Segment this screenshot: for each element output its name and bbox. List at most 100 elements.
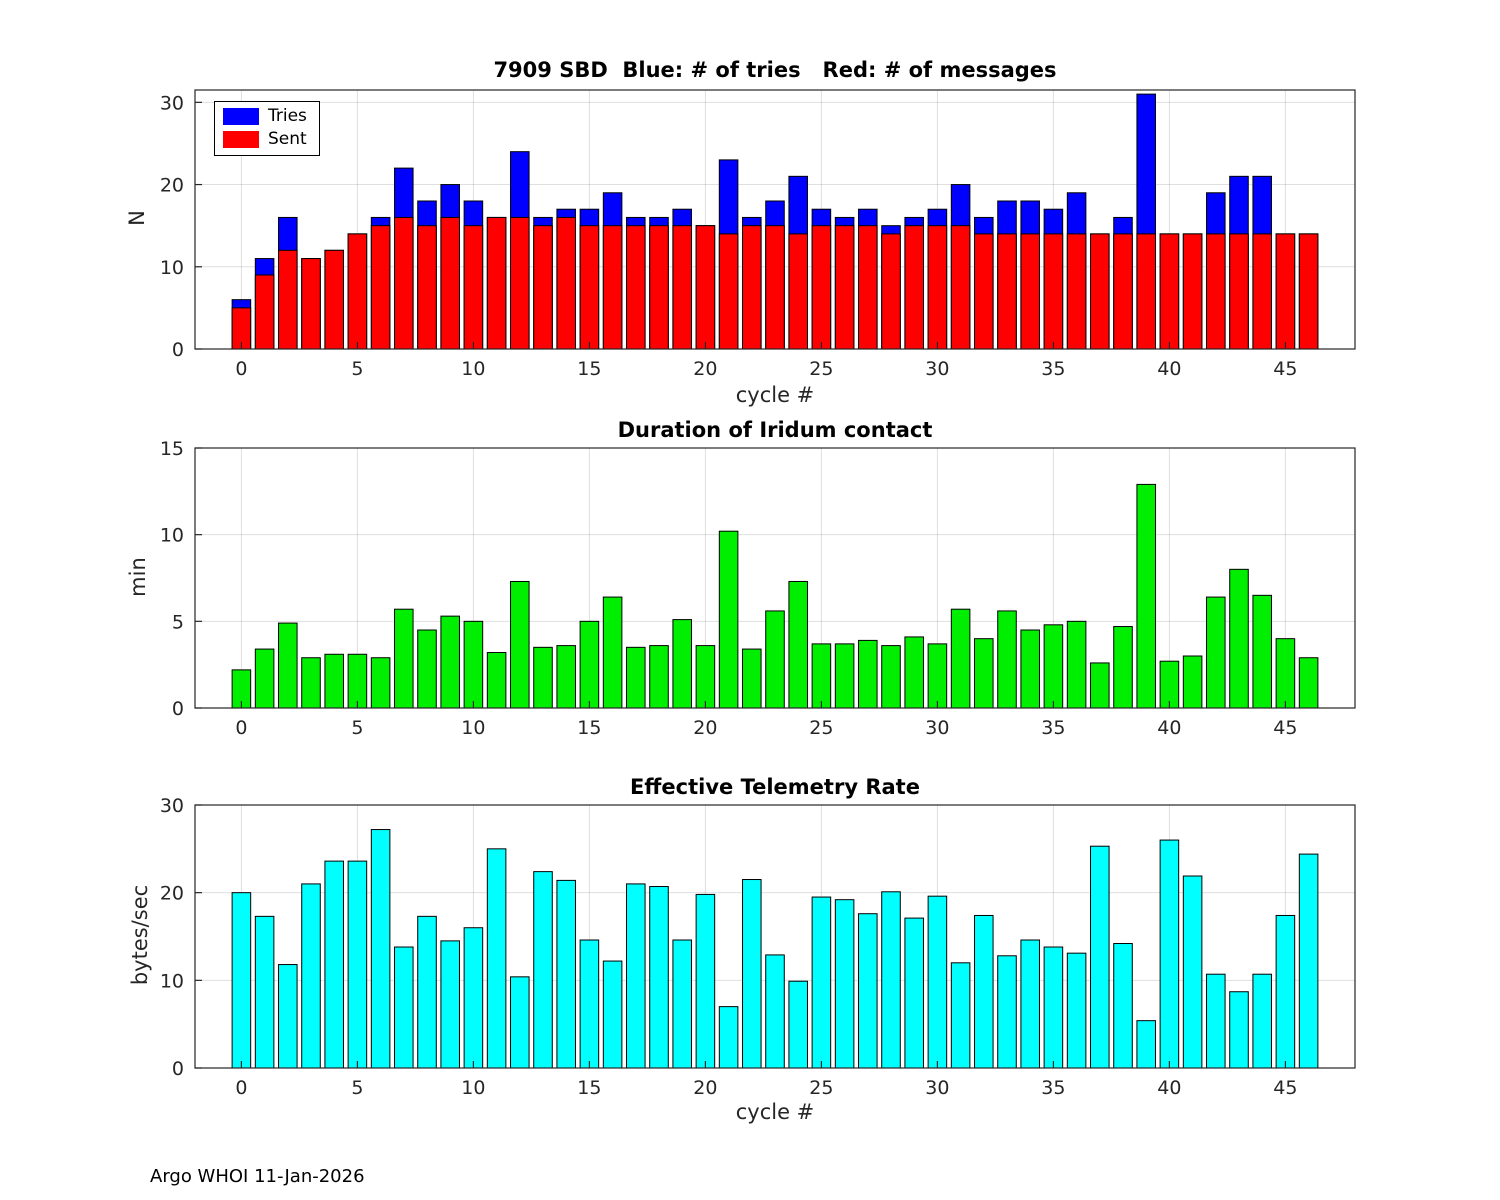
bar-rate: [695, 893, 716, 1069]
x-tick-label: 20: [693, 1077, 717, 1099]
bar-sent: [649, 225, 669, 350]
bar-duration: [579, 620, 600, 709]
y-tick-label: 10: [160, 970, 184, 992]
bar-duration: [1090, 662, 1110, 709]
bar-sent: [370, 225, 391, 350]
bar-duration: [858, 639, 878, 709]
bar-sent: [533, 225, 553, 350]
y-tick-label: 0: [172, 1058, 184, 1080]
bar-rate: [440, 940, 460, 1069]
bar-sent: [626, 225, 646, 350]
bar-duration: [904, 636, 924, 709]
bar-duration: [278, 622, 298, 709]
x-tick-label: 30: [925, 358, 949, 380]
bar-duration: [834, 643, 855, 709]
bar-sent: [904, 225, 924, 350]
bar-duration: [950, 608, 971, 709]
tries-color-swatch: [223, 108, 259, 125]
bar-sent: [1229, 233, 1249, 350]
y-tick-label: 0: [172, 698, 184, 720]
bar-sent: [440, 216, 460, 350]
chart1-xlabel: cycle #: [735, 383, 815, 407]
x-tick-label: 20: [693, 358, 717, 380]
bar-sent: [1136, 233, 1156, 350]
bar-sent: [672, 225, 692, 350]
bar-sent: [695, 225, 716, 350]
bar-rate: [1090, 845, 1110, 1069]
bar-sent: [1043, 233, 1064, 350]
bar-rate: [486, 848, 507, 1069]
axis-box: [194, 89, 1356, 350]
y-tick-label: 30: [160, 92, 184, 114]
bar-sent: [1182, 233, 1203, 350]
bar-duration: [347, 653, 368, 709]
x-tick-label: 0: [235, 358, 247, 380]
bar-sent: [765, 225, 785, 350]
bar-rate: [927, 895, 948, 1069]
bar-sent: [927, 225, 948, 350]
bar-rate: [997, 955, 1017, 1069]
bar-duration: [1136, 483, 1156, 709]
bar-rate: [1043, 946, 1064, 1069]
chart3-xlabel: cycle #: [735, 1100, 815, 1124]
x-tick-label: 45: [1273, 358, 1297, 380]
x-tick-label: 25: [809, 1077, 833, 1099]
sent-color-swatch: [223, 131, 259, 148]
legend: Tries Sent: [214, 101, 320, 156]
x-tick-label: 40: [1157, 717, 1181, 739]
x-tick-label: 25: [809, 717, 833, 739]
x-tick-label: 15: [577, 717, 601, 739]
bar-sent: [788, 233, 808, 350]
x-tick-label: 25: [809, 358, 833, 380]
x-tick-label: 0: [235, 717, 247, 739]
bar-duration: [788, 580, 808, 709]
bar-rate: [1136, 1020, 1156, 1069]
y-tick-label: 10: [160, 257, 184, 279]
bar-sent: [1066, 233, 1087, 350]
bar-duration: [510, 580, 530, 709]
bar-duration: [695, 645, 716, 709]
bar-sent: [1159, 233, 1180, 350]
bar-duration: [811, 643, 832, 709]
bar-duration: [556, 645, 576, 709]
bar-rate: [254, 915, 275, 1069]
bar-sent: [602, 225, 623, 350]
y-tick-label: 5: [172, 611, 184, 633]
legend-entry-sent: Sent: [223, 131, 307, 148]
bar-sent: [556, 216, 576, 350]
bar-duration: [602, 596, 623, 709]
bar-sent: [254, 274, 275, 350]
bar-sent: [463, 225, 484, 350]
bar-sent: [881, 233, 901, 350]
bar-sent: [811, 225, 832, 350]
bar-rate: [394, 946, 414, 1069]
bar-rate: [231, 892, 252, 1069]
bar-sent: [278, 249, 298, 350]
x-tick-label: 35: [1041, 358, 1065, 380]
bar-duration: [1159, 660, 1180, 709]
x-tick-label: 15: [577, 1077, 601, 1099]
x-tick-label: 5: [351, 717, 363, 739]
bar-rate: [1298, 853, 1319, 1069]
bar-sent: [1090, 233, 1110, 350]
bar-duration: [1020, 629, 1040, 709]
chart1-ylabel: N: [125, 210, 149, 226]
bar-rate: [1182, 875, 1203, 1069]
bar-rate: [370, 829, 391, 1069]
bar-duration: [626, 646, 646, 709]
bar-sent: [974, 233, 994, 350]
bar-duration: [881, 645, 901, 709]
x-tick-label: 40: [1157, 1077, 1181, 1099]
bar-sent: [997, 233, 1017, 350]
bar-rate: [1113, 943, 1133, 1069]
bar-sent: [324, 249, 344, 350]
chart3-title: Effective Telemetry Rate: [630, 775, 920, 799]
x-tick-label: 0: [235, 1077, 247, 1099]
bar-rate: [324, 860, 344, 1069]
bar-sent: [347, 233, 368, 350]
chart-plot-1: 0 5 10 15 20 25 30 35 40 45 0 5 10 15: [160, 438, 1356, 739]
bar-duration: [997, 610, 1017, 709]
chart-plot-2: 0 5 10 15 20 25 30 35 40 45 0 10 20 30: [160, 795, 1356, 1099]
bar-rate: [626, 883, 646, 1069]
bar-sent: [1113, 233, 1133, 350]
